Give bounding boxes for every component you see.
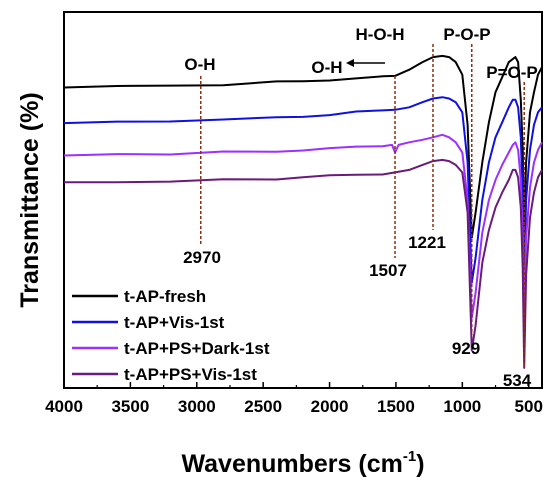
- legend-label-3: t-AP+PS+Vis-1st: [124, 365, 257, 384]
- peak-label-1507: 1507: [369, 261, 407, 280]
- x-axis-title: Wavenumbers (cm-1): [181, 448, 424, 478]
- x-tick-label-500: 500: [515, 397, 543, 416]
- series-line-0: [63, 54, 543, 239]
- x-tick-label-1000: 1000: [443, 397, 481, 416]
- plot-frame: [63, 11, 543, 389]
- legend-label-1: t-AP+Vis-1st: [124, 313, 225, 332]
- y-axis-title: Transmittance (%): [16, 92, 44, 307]
- x-tick-label-2500: 2500: [244, 397, 282, 416]
- annotation-p=op-label: P=O-P: [486, 63, 538, 82]
- peak-label-2970: 2970: [183, 248, 221, 267]
- annotation-hoh-label: H-O-H: [355, 25, 404, 44]
- x-tick-label-1500: 1500: [377, 397, 415, 416]
- x-tick-label-2000: 2000: [311, 397, 349, 416]
- annotation-oh-2970-label: O-H: [184, 55, 215, 74]
- legend: t-AP-fresh t-AP+Vis-1st t-AP+PS+Dark-1st…: [72, 287, 270, 384]
- peak-label-1221: 1221: [408, 233, 446, 252]
- legend-label-2: t-AP+PS+Dark-1st: [124, 339, 270, 358]
- annotation-oh-arrow-head: [346, 59, 354, 67]
- annotation-oh-arrow-label: O-H: [311, 58, 342, 77]
- legend-label-0: t-AP-fresh: [124, 287, 206, 306]
- x-axis-title-sup: -1: [403, 448, 416, 465]
- series-line-1: [63, 96, 543, 284]
- annotation-pop-label: P-O-P: [443, 25, 490, 44]
- series-layer: [63, 54, 543, 369]
- peak-label-929: 929: [452, 339, 480, 358]
- annotation-layer: [200, 44, 525, 368]
- x-axis-title-main: Wavenumbers (cm: [181, 450, 402, 478]
- x-tick-label-4000: 4000: [45, 397, 83, 416]
- x-axis: 4000 3500 3000 2500 2000 1500 1000 500: [45, 382, 543, 416]
- x-tick-label-3000: 3000: [178, 397, 216, 416]
- x-tick-label-3500: 3500: [111, 397, 149, 416]
- peak-label-534: 534: [503, 371, 532, 390]
- series-line-3: [64, 158, 543, 369]
- x-axis-title-close: ): [416, 450, 424, 478]
